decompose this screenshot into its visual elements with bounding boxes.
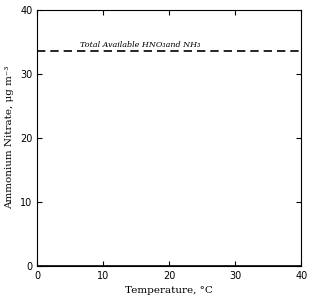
Text: Total Available HNO₃and NH₃: Total Available HNO₃and NH₃: [80, 41, 201, 49]
X-axis label: Temperature, °C: Temperature, °C: [126, 287, 213, 296]
Y-axis label: Ammonium Nitrate, μg m⁻³: Ammonium Nitrate, μg m⁻³: [6, 66, 15, 209]
